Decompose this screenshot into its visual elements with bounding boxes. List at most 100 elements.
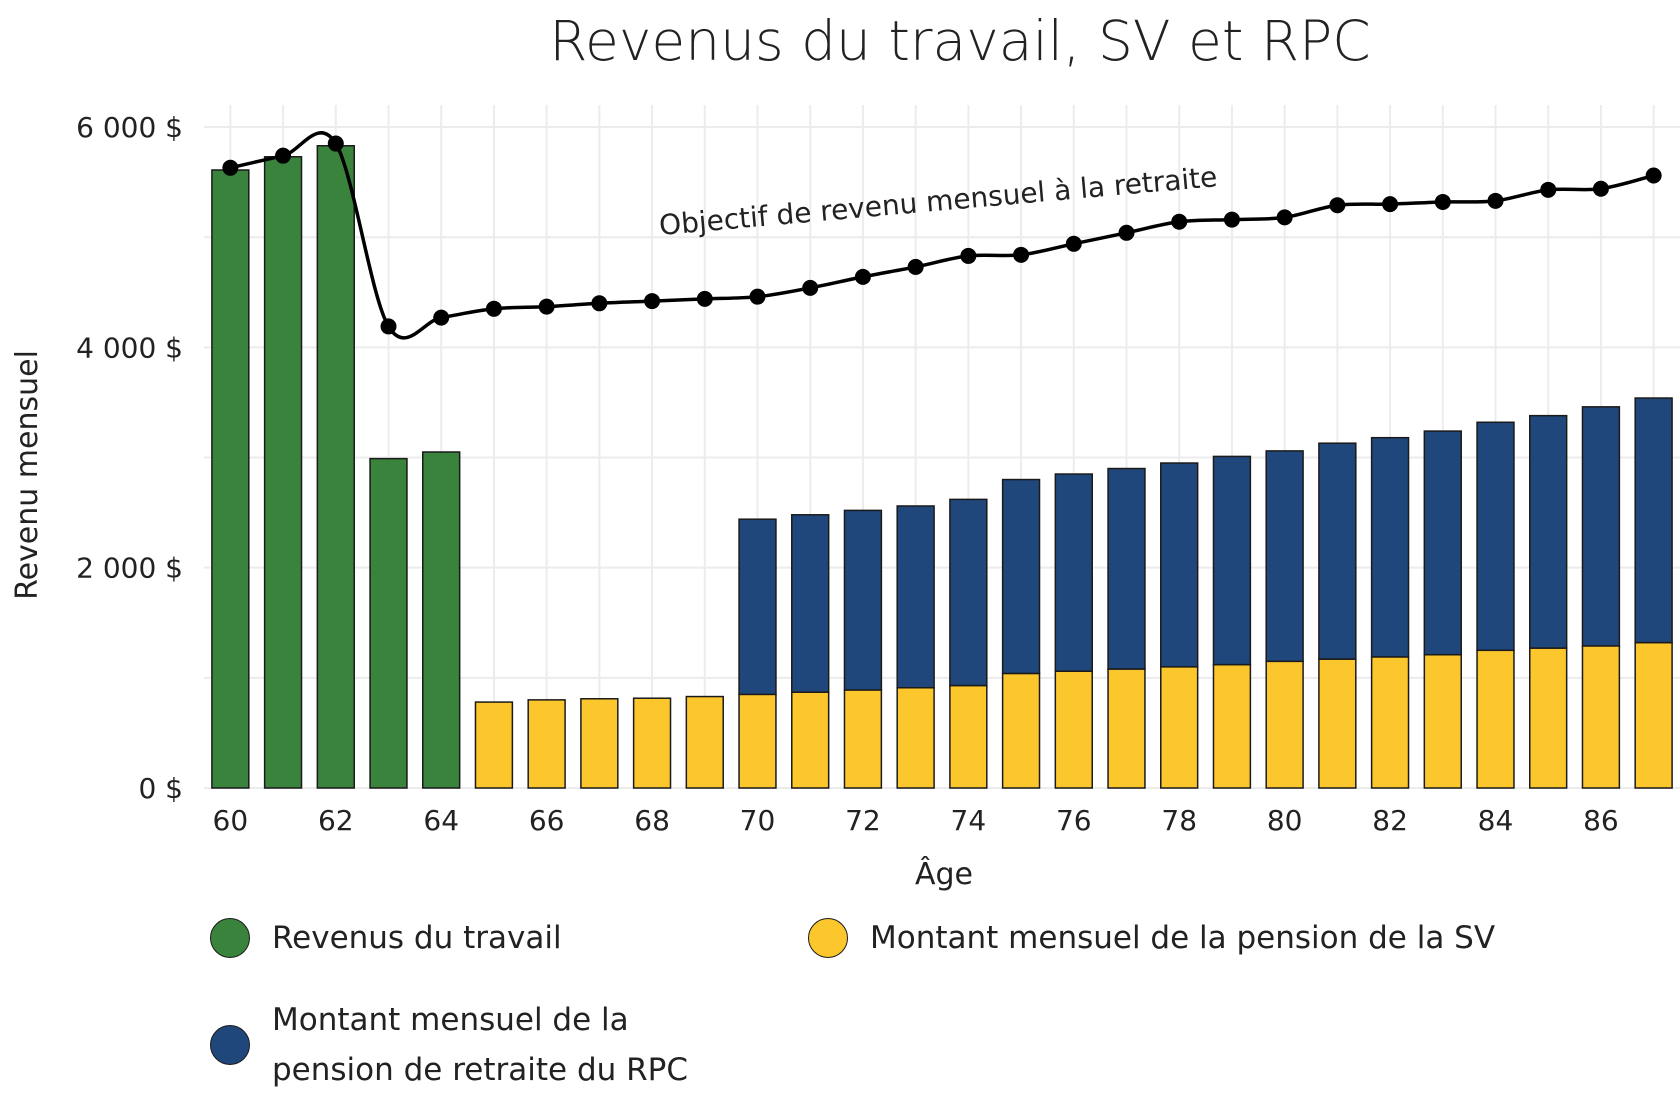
target-point	[1540, 181, 1557, 198]
x-tick-label: 80	[1267, 804, 1303, 837]
target-point	[538, 298, 555, 315]
x-axis-ticks: 60 62 64 66 68 70 72 74 76 78 80 82 84 86	[213, 804, 1619, 837]
bar-sv	[527, 699, 566, 789]
legend-label-travail: Revenus du travail	[272, 920, 562, 956]
bar-rpc	[1160, 462, 1199, 668]
y-tick-label: 2 000 $	[76, 552, 183, 585]
bar-rpc	[1476, 421, 1515, 652]
legend-item-travail: Revenus du travail	[210, 913, 562, 963]
bar-sv	[1054, 670, 1093, 789]
target-point	[644, 293, 661, 310]
bar-revenus-travail	[422, 451, 461, 789]
legend-item-rpc: Montant mensuel de la pension de retrait…	[210, 995, 742, 1095]
bar-sv	[1423, 653, 1462, 789]
bar-sv	[580, 698, 619, 789]
target-point	[1171, 213, 1188, 230]
target-point	[1382, 196, 1399, 213]
bar-rpc	[791, 514, 830, 693]
bar-revenus-travail	[211, 169, 250, 789]
bar-rpc	[1107, 467, 1146, 670]
x-tick-label: 64	[423, 804, 459, 837]
target-point	[854, 268, 871, 285]
target-point	[1276, 209, 1293, 226]
target-point	[1329, 197, 1346, 214]
bar-rpc	[1212, 455, 1252, 666]
target-point	[1487, 192, 1504, 209]
target-point	[1013, 246, 1030, 263]
bar-rpc	[896, 505, 935, 689]
legend-swatch-rpc	[210, 1025, 250, 1065]
target-point	[591, 295, 608, 312]
x-tick-label: 68	[634, 804, 670, 837]
bar-sv	[1370, 656, 1410, 789]
x-axis-label: Âge	[915, 856, 973, 892]
target-point	[696, 290, 713, 307]
x-tick-label: 82	[1372, 804, 1408, 837]
bar-sv	[1212, 663, 1252, 789]
bar-sv	[1160, 666, 1199, 789]
bar-sv	[685, 695, 724, 789]
bar-sv	[1476, 649, 1515, 789]
bar-rpc	[949, 498, 988, 687]
target-point	[1592, 180, 1609, 197]
target-point	[485, 300, 502, 317]
target-point	[275, 147, 292, 164]
y-tick-label: 4 000 $	[76, 331, 183, 364]
bar-sv	[1107, 668, 1146, 789]
bar-rpc	[1265, 450, 1304, 663]
y-tick-label: 0 $	[138, 772, 183, 805]
bar-rpc	[1529, 414, 1568, 649]
bar-rpc	[1054, 473, 1093, 672]
bar-sv	[896, 687, 935, 789]
target-point	[222, 159, 239, 176]
x-tick-label: 60	[213, 804, 249, 837]
target-point	[802, 279, 819, 296]
bar-revenus-travail	[369, 457, 408, 789]
bar-sv	[949, 684, 988, 789]
target-point	[960, 247, 977, 264]
bar-sv	[791, 691, 830, 789]
bar-rpc	[1370, 436, 1410, 658]
x-tick-label: 66	[529, 804, 565, 837]
target-line	[229, 131, 1655, 340]
target-point	[380, 318, 397, 335]
target-line-layer	[222, 131, 1662, 340]
target-point	[1645, 167, 1662, 184]
x-tick-label: 78	[1161, 804, 1197, 837]
bar-rpc	[1634, 397, 1673, 644]
chart-title: Revenus du travail, SV et RPC	[549, 9, 1370, 73]
bar-sv	[843, 689, 883, 789]
bar-sv	[1634, 641, 1673, 789]
x-tick-label: 86	[1583, 804, 1619, 837]
bar-revenus-travail	[263, 156, 303, 789]
target-point	[1118, 224, 1135, 241]
bar-sv	[1265, 660, 1304, 789]
legend-swatch-sv	[808, 918, 848, 958]
bar-sv	[1529, 647, 1568, 789]
bar-rpc	[1581, 406, 1621, 647]
bar-rpc	[843, 509, 883, 691]
bar-sv	[1318, 658, 1357, 789]
bar-sv	[632, 697, 672, 789]
bar-sv	[474, 701, 514, 789]
bar-sv	[738, 693, 777, 789]
bar-rpc	[738, 518, 777, 696]
bar-rpc	[1001, 478, 1041, 675]
bar-sv	[1001, 672, 1041, 789]
target-point	[433, 309, 450, 326]
target-point	[1223, 211, 1240, 228]
legend-swatch-travail	[210, 918, 250, 958]
bar-revenus-travail	[316, 145, 355, 789]
legend: Revenus du travail Montant mensuel de la…	[210, 905, 1650, 1088]
target-point	[327, 135, 344, 152]
legend-label-sv: Montant mensuel de la pension de la SV	[870, 920, 1496, 956]
y-tick-label: 6 000 $	[76, 111, 183, 144]
legend-item-sv: Montant mensuel de la pension de la SV	[808, 913, 1495, 963]
x-tick-label: 76	[1056, 804, 1092, 837]
target-point	[1065, 235, 1082, 252]
x-tick-label: 74	[951, 804, 987, 837]
legend-label-rpc: Montant mensuel de la pension de retrait…	[272, 1002, 689, 1088]
bar-rpc	[1318, 442, 1357, 660]
x-tick-label: 72	[845, 804, 881, 837]
